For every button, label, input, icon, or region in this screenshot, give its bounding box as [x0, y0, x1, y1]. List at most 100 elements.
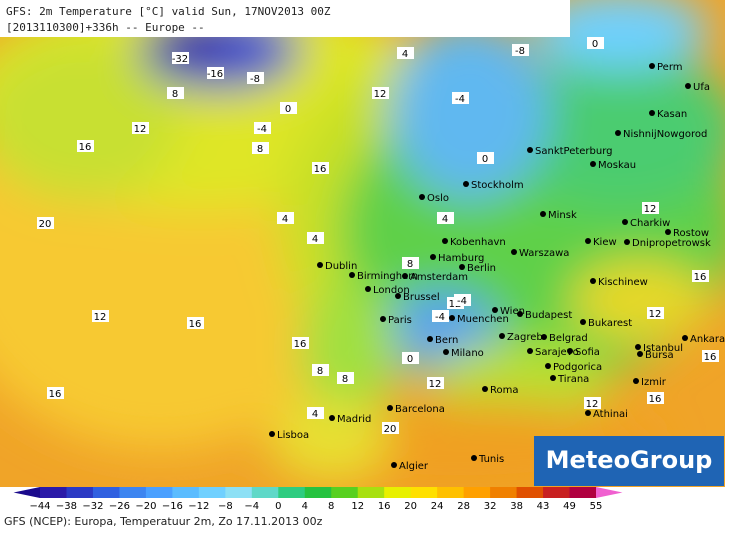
contour-label-box	[402, 257, 419, 269]
city-label: Dublin	[325, 261, 357, 272]
colorbar-label: −16	[162, 501, 183, 512]
colorbar-segment	[543, 487, 571, 498]
colorbar-segment	[119, 487, 147, 498]
city-dot	[511, 249, 517, 255]
city-label: Istanbul	[643, 343, 683, 354]
city-dot	[443, 349, 449, 355]
city-dot	[527, 147, 533, 153]
colorbar-segment	[410, 487, 438, 498]
contour-label-box	[587, 37, 604, 49]
city-label: Kasan	[657, 109, 687, 120]
city-label: Stockholm	[471, 180, 524, 191]
contour-label-box	[647, 392, 664, 404]
city-dot	[317, 262, 323, 268]
city-dot	[387, 405, 393, 411]
city-label: NishnijNowgorod	[623, 129, 707, 140]
contour-label: 4	[312, 409, 318, 420]
contour-label: 4	[442, 214, 448, 225]
city-label: Kischinew	[598, 277, 648, 288]
contour-label-box	[477, 152, 494, 164]
city-dot	[624, 239, 630, 245]
city-label: Barcelona	[395, 404, 445, 415]
contour-label: 0	[285, 104, 291, 115]
city-label: Podgorica	[553, 362, 602, 373]
contour-label-box	[307, 232, 324, 244]
city-label: Muenchen	[457, 314, 509, 325]
contour-label-box	[47, 387, 64, 399]
city-dot	[685, 83, 691, 89]
city-dot	[402, 273, 408, 279]
logo: MeteoGroup	[546, 446, 713, 474]
city-dot	[391, 462, 397, 468]
city-dot	[427, 336, 433, 342]
city-label: Charkiw	[630, 218, 670, 229]
city-dot	[649, 110, 655, 116]
contour-label-box	[692, 270, 709, 282]
city-dot	[449, 315, 455, 321]
city-label: Lisboa	[277, 430, 309, 441]
colorbar-segment	[569, 487, 597, 498]
contour-label-box	[454, 294, 471, 306]
contour-label: 20	[39, 219, 52, 230]
colorbar-label: 24	[431, 501, 444, 512]
contour-label-box	[280, 102, 297, 114]
contour-label-box	[277, 212, 294, 224]
header-box	[0, 0, 570, 37]
contour-label-box	[647, 307, 664, 319]
city-dot	[492, 307, 498, 313]
footer: GFS (NCEP): Europa, Temperatuur 2m, Zo 1…	[4, 515, 323, 528]
contour-label: 4	[282, 214, 288, 225]
city-dot	[430, 254, 436, 260]
contour-label-box	[402, 352, 419, 364]
colorbar-segment	[463, 487, 491, 498]
header-line: [2013110300]+336h -- Europe --	[6, 21, 205, 34]
contour-label-box	[584, 397, 601, 409]
city-label: Zagreb	[507, 332, 543, 343]
colorbar-segment	[145, 487, 173, 498]
colorbar-segment	[92, 487, 120, 498]
colorbar-label: 8	[328, 501, 334, 512]
city-dot	[633, 378, 639, 384]
city-label: Sofia	[575, 347, 600, 358]
colorbar-segment	[278, 487, 306, 498]
contour-label: 16	[704, 352, 717, 363]
contour-label-box	[254, 122, 271, 134]
city-label: Amsterdam	[410, 272, 468, 283]
contour-label-box	[292, 337, 309, 349]
city-label: Kiew	[593, 237, 617, 248]
city-label: Dnipropetrowsk	[632, 238, 711, 249]
colorbar-segment	[357, 487, 385, 498]
contour-label-box	[252, 142, 269, 154]
contour-label: 8	[342, 374, 348, 385]
colorbar-label: 32	[484, 501, 497, 512]
colorbar-label: −44	[29, 501, 50, 512]
contour-label: 16	[79, 142, 92, 153]
city-dot	[527, 348, 533, 354]
colorbar-segment	[490, 487, 518, 498]
contour-label: 12	[94, 312, 107, 323]
city-dot	[459, 264, 465, 270]
city-dot	[615, 130, 621, 136]
contour-label: -4	[455, 94, 465, 105]
city-label: Bukarest	[588, 318, 632, 329]
city-dot	[635, 344, 641, 350]
city-label: Hamburg	[438, 253, 484, 264]
city-label: Madrid	[337, 414, 371, 425]
city-label: Wien	[500, 306, 525, 317]
city-label: SanktPeterburg	[535, 146, 613, 157]
city-dot	[380, 316, 386, 322]
colorbar-label: 16	[378, 501, 391, 512]
city-label: Bern	[435, 335, 458, 346]
contour-label: 12	[134, 124, 147, 135]
contour-label: 20	[384, 424, 397, 435]
city-dot	[637, 351, 643, 357]
city-label: Sarajevo	[535, 347, 579, 358]
colorbar-label: −20	[135, 501, 156, 512]
contour-label-box	[702, 350, 719, 362]
city-dot	[540, 211, 546, 217]
city-label: Birmingham	[357, 271, 418, 282]
city-label: Tunis	[478, 454, 504, 465]
contour-label-box	[372, 87, 389, 99]
city-label: Warszawa	[519, 248, 569, 259]
contour-label: -4	[457, 296, 467, 307]
